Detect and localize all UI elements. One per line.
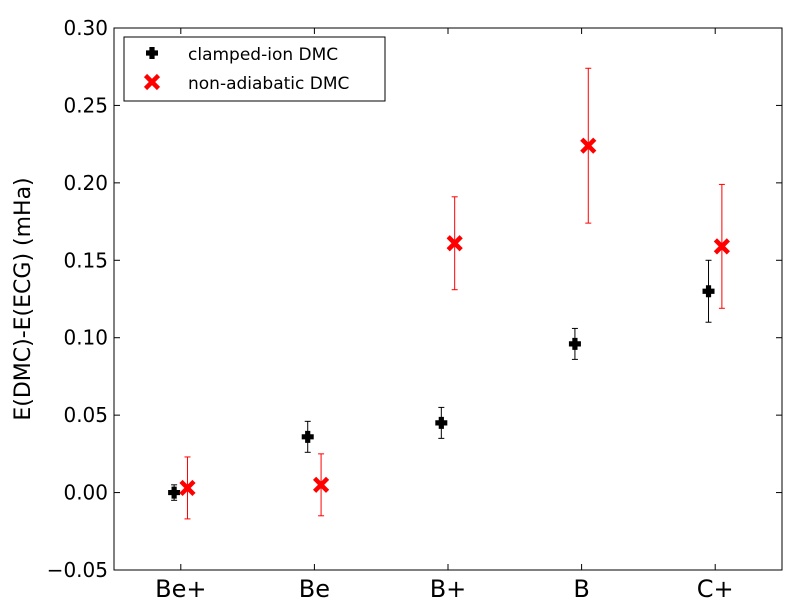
data-point	[446, 235, 463, 252]
legend-box	[123, 36, 386, 102]
data-point	[568, 337, 581, 350]
x-tick-label: Be+	[155, 575, 206, 603]
legend-label-clamped: clamped-ion DMC	[188, 45, 338, 65]
data-point	[580, 137, 597, 154]
series-non-adiabatic	[179, 67, 730, 520]
series-clamped-ion	[168, 259, 715, 501]
data-point	[179, 479, 196, 497]
legend-label-nonadiabatic: non-adiabatic DMC	[188, 74, 349, 94]
y-tick-label: 0.05	[63, 403, 108, 427]
data-point	[312, 476, 330, 493]
y-tick-label: 0.00	[63, 481, 108, 505]
x-tick-label: B+	[430, 575, 467, 603]
y-axis-label: E(DMC)-E(ECG) (mHa)	[11, 177, 36, 420]
legend-marker-nonadiabatic	[143, 73, 161, 91]
data-point	[713, 238, 730, 255]
x-tick-label: C+	[697, 575, 734, 603]
legend-marker-clamped	[146, 47, 158, 59]
x-tick-label: B	[573, 575, 589, 603]
data-point	[168, 486, 181, 499]
plot-area	[168, 67, 730, 520]
y-tick-label: 0.20	[63, 171, 108, 195]
x-tick-label: Be	[299, 575, 330, 603]
data-point	[435, 416, 448, 429]
y-tick-label: 0.25	[63, 93, 108, 117]
y-tick-label: −0.05	[47, 558, 108, 582]
y-tick-label: 0.10	[63, 326, 108, 350]
y-tick-label: 0.30	[63, 16, 108, 40]
legend-markers	[143, 47, 161, 91]
data-point	[301, 430, 314, 443]
axis-ticks: −0.05 0.00 0.05 0.10 0.15 0.20 0.25 0.30 Be+ Be B+…	[47, 16, 782, 603]
data-point	[702, 285, 715, 298]
legend: clamped-ion DMC non-adiabatic DMC	[123, 36, 386, 102]
y-tick-label: 0.15	[63, 248, 108, 272]
